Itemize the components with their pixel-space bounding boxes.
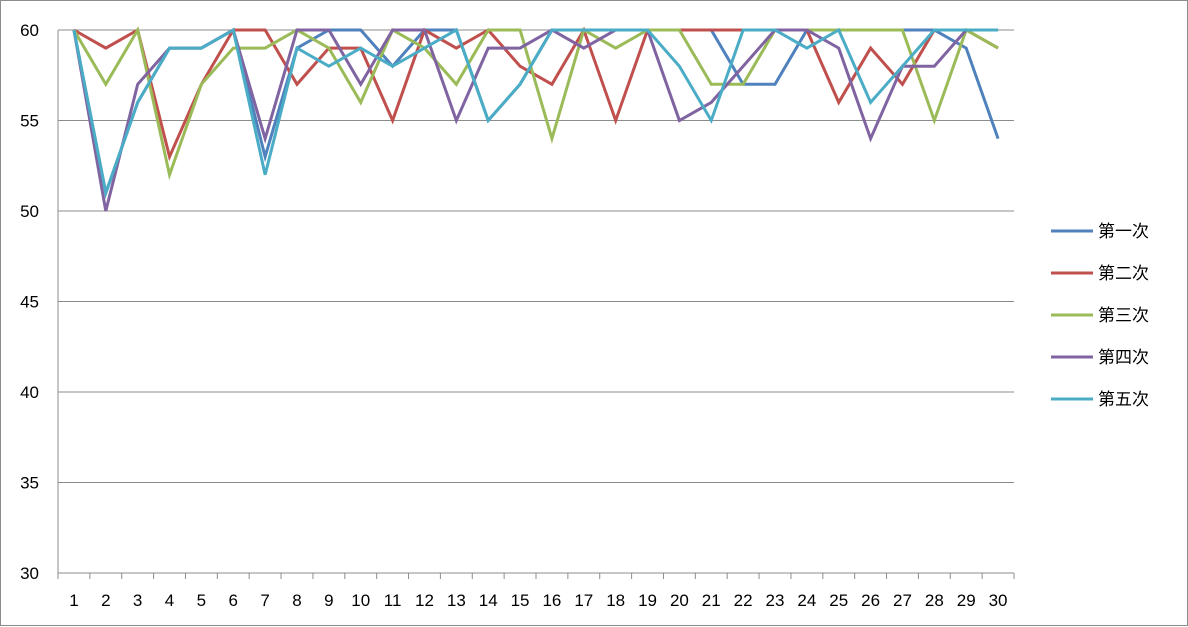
x-tick-label: 11: [384, 591, 402, 610]
x-tick-label: 17: [574, 591, 593, 610]
x-tick-label: 2: [101, 591, 110, 610]
x-tick-label: 12: [415, 591, 434, 610]
x-tick-label: 19: [638, 591, 657, 610]
x-tick-label: 24: [797, 591, 816, 610]
gridlines: [58, 29, 1014, 483]
x-tick-label: 30: [989, 591, 1008, 610]
y-tick-label: 35: [20, 474, 39, 493]
x-tick-label: 5: [197, 591, 206, 610]
x-tick-label: 21: [702, 591, 721, 610]
x-tick-label: 20: [670, 591, 689, 610]
x-tick-label: 4: [165, 591, 174, 610]
x-tick-label: 27: [893, 591, 912, 610]
x-tick-label: 18: [606, 591, 625, 610]
series-line-5: [72, 27, 999, 199]
series-line-3: [72, 25, 999, 181]
x-tick-label: 14: [479, 591, 498, 610]
x-tick-label: 22: [734, 591, 753, 610]
legend-label: 第二次: [1098, 264, 1149, 283]
legend-item-2: 第二次: [1051, 264, 1149, 283]
x-tick-label: 15: [511, 591, 530, 610]
x-tick-label: 10: [351, 591, 370, 610]
legend-label: 第一次: [1098, 222, 1149, 241]
legend-label: 第五次: [1098, 390, 1149, 409]
x-tick-label: 13: [447, 591, 466, 610]
legend-label: 第三次: [1098, 306, 1149, 325]
y-tick-label: 60: [20, 21, 39, 40]
legend-item-5: 第五次: [1051, 390, 1149, 409]
legend-item-4: 第四次: [1051, 348, 1149, 367]
y-tick-label: 30: [20, 564, 39, 583]
x-tick-label: 28: [925, 591, 944, 610]
x-tick-label: 6: [229, 591, 238, 610]
x-tick-label: 9: [324, 591, 333, 610]
x-tick-label: 23: [766, 591, 785, 610]
series-lines: [72, 25, 1000, 212]
x-tick-label: 1: [69, 591, 78, 610]
y-tick-label: 45: [20, 293, 39, 312]
x-tick-label: 26: [861, 591, 880, 610]
x-tick-label: 8: [292, 591, 301, 610]
legend-item-1: 第一次: [1051, 222, 1149, 241]
x-tick-label: 16: [542, 591, 561, 610]
x-tick-label: 29: [957, 591, 976, 610]
series-line-2: [73, 26, 999, 162]
legend-item-3: 第三次: [1051, 306, 1149, 325]
y-tick-label: 40: [20, 383, 39, 402]
x-tick-label: 3: [133, 591, 142, 610]
y-tick-label: 55: [20, 112, 39, 131]
x-tick-label: 7: [260, 591, 269, 610]
legend-label: 第四次: [1098, 348, 1149, 367]
x-tick-label: 25: [829, 591, 848, 610]
y-tick-label: 50: [20, 202, 39, 221]
